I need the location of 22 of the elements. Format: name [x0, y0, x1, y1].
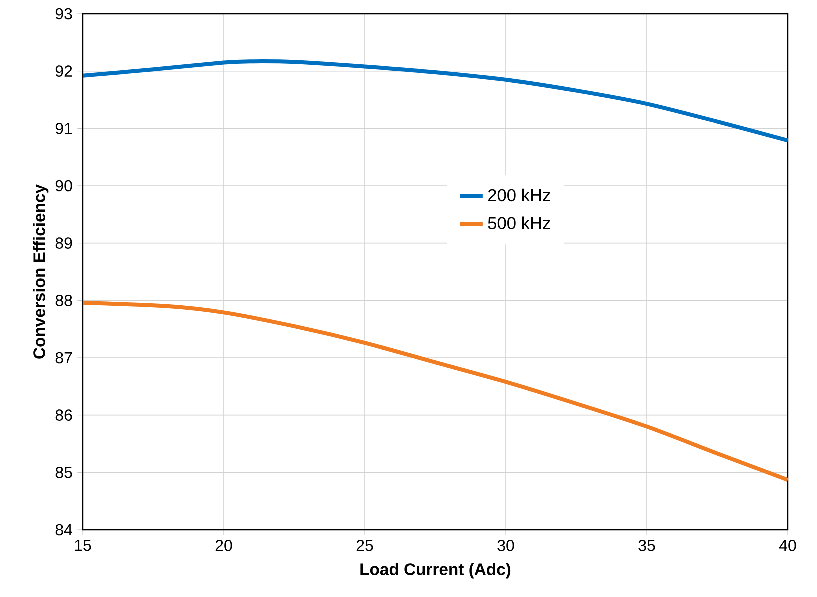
- y-axis-title: Conversion Efficiency: [33, 184, 49, 359]
- y-tick-label: 87: [56, 352, 72, 364]
- x-tick-label: 30: [498, 540, 514, 552]
- y-tick-label: 84: [56, 524, 72, 536]
- x-tick-label: 25: [356, 540, 374, 552]
- y-tick-label: 85: [56, 467, 72, 478]
- y-tick-label: 92: [56, 66, 72, 77]
- x-tick-label: 35: [638, 540, 656, 552]
- y-tick-label: 88: [56, 295, 72, 306]
- legend-label: 500 kHz: [488, 216, 550, 230]
- x-tick-label: 40: [779, 540, 796, 552]
- x-axis-title: Load Current (Adc): [360, 563, 511, 579]
- legend-label: 200 kHz: [488, 188, 550, 202]
- y-tick-label: 89: [56, 238, 72, 249]
- y-tick-label: 90: [56, 180, 72, 192]
- x-tick-label: 15: [75, 540, 92, 552]
- x-tick-label: 20: [216, 540, 232, 552]
- y-tick-label: 91: [56, 123, 72, 134]
- line-series: [83, 300, 788, 482]
- y-tick-label: 86: [56, 410, 72, 421]
- y-tick-label: 93: [56, 8, 72, 20]
- line-series: [83, 60, 788, 143]
